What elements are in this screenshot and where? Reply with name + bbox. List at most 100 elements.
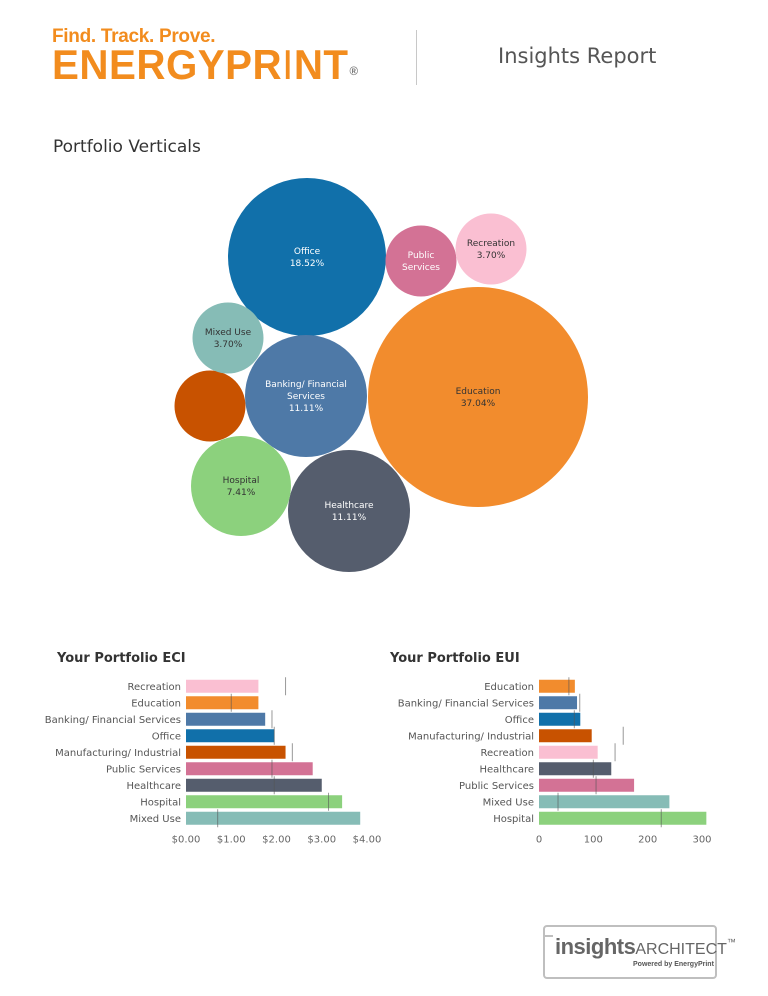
bubble-hospital: Hospital 7.41% <box>191 436 291 536</box>
bar <box>539 745 598 759</box>
bar-category-label: Banking/ Financial Services <box>45 715 181 726</box>
bubble-value-label: 18.52% <box>290 259 325 269</box>
bubble-public-services: Public Services <box>385 225 457 297</box>
bar <box>186 811 361 825</box>
bubble-office: Office 18.52% <box>228 178 386 336</box>
bar-category-label: Hospital <box>493 814 534 825</box>
bar-category-label: Mixed Use <box>130 814 181 825</box>
bubble-category-label: Office <box>294 247 321 257</box>
bubble-value-label: 37.04% <box>461 399 496 409</box>
eci-chart-title: Your Portfolio ECI <box>57 651 186 666</box>
bubble-value-label: 11.11% <box>332 513 367 523</box>
bubble-circle <box>192 302 264 374</box>
bubble-mixed-use: Mixed Use 3.70% <box>192 302 264 374</box>
bar-row-mixed-use: Mixed Use <box>130 809 361 828</box>
bar-category-label: Public Services <box>459 781 534 792</box>
eci-bar-chart: Recreation Education Banking/ Financial Se… <box>45 677 382 846</box>
bar-category-label: Office <box>505 715 534 726</box>
bar-row-hospital: Hospital <box>493 809 707 828</box>
logo-wordmark: insightsARCHITECT™ <box>555 934 736 960</box>
bar-row-education: Education <box>131 693 259 712</box>
bar-category-label: Healthcare <box>126 781 181 792</box>
energyprint-logo: Find. Track. Prove. ENERGYPRINT® <box>52 26 358 92</box>
bubble-value-label: 11.11% <box>289 404 324 414</box>
bar <box>539 762 612 776</box>
logo-tm: ™ <box>726 937 736 947</box>
report-title: Insights Report <box>498 44 657 68</box>
bar-row-healthcare: Healthcare <box>126 776 322 795</box>
bubble-manufacturing-industrial <box>174 370 246 442</box>
bar-row-recreation: Recreation <box>481 743 616 762</box>
bubble-category-label: Public <box>408 251 435 261</box>
bar-row-mixed-use: Mixed Use <box>483 792 670 811</box>
bubble-value-label: 3.70% <box>214 340 243 350</box>
bar-row-manufacturing-industrial: Manufacturing/ Industrial <box>55 743 293 762</box>
bubble-category-label: Banking/ Financial <box>265 380 347 390</box>
bar <box>186 778 322 792</box>
bubble-category-label: Mixed Use <box>205 328 252 338</box>
bubble-category-label: Recreation <box>467 239 515 249</box>
bar <box>186 762 313 776</box>
bubble-education: Education 37.04% <box>368 287 588 507</box>
bar-category-label: Manufacturing/ Industrial <box>408 731 534 742</box>
bar-row-recreation: Recreation <box>128 677 287 696</box>
insights-architect-logo: insightsARCHITECT™ Powered by EnergyPrin… <box>543 925 736 979</box>
bar-category-label: Education <box>131 698 181 709</box>
bar <box>539 696 578 710</box>
bar <box>539 679 575 693</box>
bar-row-office: Office <box>152 726 275 745</box>
bubble-circle <box>228 178 386 336</box>
bubble-circle <box>245 335 367 457</box>
bubble-healthcare: Healthcare 11.11% <box>288 450 410 572</box>
x-tick-label: 200 <box>638 835 657 846</box>
bar <box>539 778 635 792</box>
bubble-circle <box>385 225 457 297</box>
bar-row-public-services: Public Services <box>459 776 635 795</box>
bar <box>539 795 670 809</box>
section-title: Portfolio Verticals <box>53 137 201 157</box>
bubble-category-label: Hospital <box>223 476 260 486</box>
bar-row-manufacturing-industrial: Manufacturing/ Industrial <box>408 726 624 745</box>
x-tick-label: $4.00 <box>353 835 382 846</box>
bar-row-banking-financial-services: Banking/ Financial Services <box>45 710 273 729</box>
bubble-category-label: Education <box>456 387 501 397</box>
logo-bracket <box>543 935 553 971</box>
x-tick-label: $0.00 <box>172 835 201 846</box>
x-tick-label: 100 <box>584 835 603 846</box>
bar <box>186 795 343 809</box>
bar <box>186 712 266 726</box>
bar <box>186 745 286 759</box>
bubble-category-label: Services <box>287 392 325 402</box>
bubble-banking-financial-services: Banking/ Financial Services 11.11% <box>245 335 367 457</box>
x-tick-label: $2.00 <box>262 835 291 846</box>
logo-insights: insights <box>555 934 636 959</box>
logo-architect: ARCHITECT <box>635 941 727 958</box>
x-tick-label: 300 <box>692 835 711 846</box>
bar-row-healthcare: Healthcare <box>479 759 612 778</box>
bar-category-label: Recreation <box>481 748 534 759</box>
bar-row-hospital: Hospital <box>140 792 343 811</box>
bar-category-label: Office <box>152 731 181 742</box>
bar-row-education: Education <box>484 677 575 696</box>
bar-category-label: Healthcare <box>479 764 534 775</box>
bar <box>186 729 275 743</box>
bar-row-public-services: Public Services <box>106 759 313 778</box>
bar <box>539 729 592 743</box>
bubble-category-label: Healthcare <box>324 501 374 511</box>
bubble-circle <box>455 213 527 285</box>
bar-category-label: Hospital <box>140 797 181 808</box>
eui-chart-title: Your Portfolio EUI <box>390 651 520 666</box>
bar <box>539 811 707 825</box>
bar-category-label: Mixed Use <box>483 797 534 808</box>
bar-category-label: Education <box>484 682 534 693</box>
logo-powered-by: Powered by EnergyPrint <box>633 961 714 968</box>
brand-tail: NT <box>293 41 349 88</box>
bubble-recreation: Recreation 3.70% <box>455 213 527 285</box>
bubble-circle <box>368 287 588 507</box>
bar <box>186 696 259 710</box>
bubble-category-label: Services <box>402 263 440 273</box>
bar-category-label: Recreation <box>128 682 181 693</box>
brand-i: I <box>282 41 294 88</box>
bubble-value-label: 7.41% <box>227 488 256 498</box>
brand-main: ENERGYPR <box>52 41 283 88</box>
